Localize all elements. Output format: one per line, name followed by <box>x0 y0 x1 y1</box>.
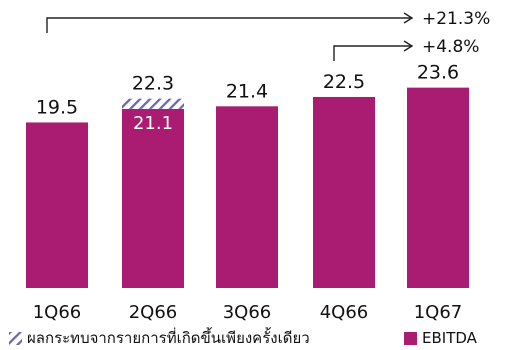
x-tick-label-3q66: 3Q66 <box>223 302 272 323</box>
bar-ebitda-3q66 <box>216 106 278 289</box>
bar-ebitda-1q67 <box>407 87 469 289</box>
annotation-label: +4.8% <box>422 37 479 57</box>
growth-annotation-2: +4.8% <box>333 37 479 61</box>
annotation-label: +21.3% <box>422 9 490 29</box>
bar-one-time-2q66 <box>122 98 184 109</box>
data-label-total-4q66: 22.5 <box>323 71 365 93</box>
data-label-total-2q66: 22.3 <box>132 73 174 95</box>
annotation-bracket-line <box>46 17 412 33</box>
legend-item-one-time: ผลกระทบจากรายการที่เกิดขึ้นเพียงครั้งเดี… <box>9 329 310 347</box>
bar-ebitda-1q66 <box>26 122 88 289</box>
annotation-bracket-line <box>333 45 412 61</box>
x-tick-label-4q66: 4Q66 <box>320 302 369 323</box>
x-tick-label-1q67: 1Q67 <box>414 302 463 323</box>
legend-item-ebitda: EBITDA <box>404 329 477 347</box>
data-label-total-1q67: 23.6 <box>417 62 459 84</box>
legend-label-one-time: ผลกระทบจากรายการที่เกิดขึ้นเพียงครั้งเดี… <box>27 329 310 347</box>
annotation-arrow-head <box>403 40 414 52</box>
bar-ebitda-4q66 <box>313 96 375 289</box>
data-label-total-1q66: 19.5 <box>36 96 78 118</box>
legend-swatch-solid <box>404 331 417 345</box>
data-label-total-3q66: 21.4 <box>226 80 268 102</box>
legend-swatch-hatch <box>9 331 22 345</box>
data-label-inside-2q66: 21.1 <box>133 113 173 134</box>
x-tick-label-1q66: 1Q66 <box>33 302 82 323</box>
x-tick-label-2q66: 2Q66 <box>129 302 178 323</box>
growth-annotation-1: +21.3% <box>46 9 490 33</box>
legend: ผลกระทบจากรายการที่เกิดขึ้นเพียงครั้งเดี… <box>0 329 527 350</box>
annotation-arrow-head <box>403 12 414 24</box>
bar-ebitda-2q66 <box>122 108 184 289</box>
legend-label-ebitda: EBITDA <box>422 329 477 347</box>
